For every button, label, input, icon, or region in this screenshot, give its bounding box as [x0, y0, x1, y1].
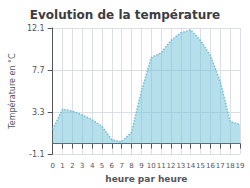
svg-text:5: 5: [100, 162, 104, 170]
svg-text:14: 14: [186, 162, 195, 170]
svg-text:Evolution de la température: Evolution de la température: [30, 8, 221, 22]
svg-text:15: 15: [196, 162, 205, 170]
svg-text:18: 18: [226, 162, 235, 170]
svg-text:12: 12: [167, 162, 176, 170]
svg-text:11: 11: [157, 162, 166, 170]
svg-text:16: 16: [206, 162, 215, 170]
svg-text:2: 2: [70, 162, 74, 170]
svg-text:10: 10: [147, 162, 156, 170]
svg-text:7.7: 7.7: [32, 66, 45, 75]
svg-text:heure par heure: heure par heure: [105, 174, 187, 184]
svg-text:12.1: 12.1: [27, 24, 45, 33]
svg-text:17: 17: [216, 162, 225, 170]
svg-text:1: 1: [60, 162, 64, 170]
svg-text:8: 8: [129, 162, 133, 170]
svg-text:9: 9: [139, 162, 143, 170]
svg-text:13: 13: [176, 162, 185, 170]
svg-text:7: 7: [119, 162, 123, 170]
svg-text:-1.1: -1.1: [29, 150, 45, 159]
svg-text:3: 3: [80, 162, 84, 170]
svg-text:3.3: 3.3: [32, 108, 45, 117]
svg-text:6: 6: [110, 162, 115, 170]
svg-text:19: 19: [236, 162, 245, 170]
svg-text:Température en °C: Température en °C: [7, 53, 17, 130]
svg-text:4: 4: [90, 162, 95, 170]
svg-text:0: 0: [50, 162, 54, 170]
